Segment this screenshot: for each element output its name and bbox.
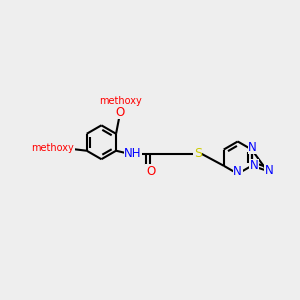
Text: methoxy: methoxy xyxy=(99,96,142,106)
Text: N: N xyxy=(250,159,258,172)
Text: NH: NH xyxy=(124,147,142,160)
Text: N: N xyxy=(248,141,257,154)
Text: O: O xyxy=(115,106,124,119)
Text: S: S xyxy=(194,147,202,160)
Text: methoxy: methoxy xyxy=(32,143,74,153)
Text: O: O xyxy=(146,165,155,178)
Text: N: N xyxy=(265,164,274,177)
Text: N: N xyxy=(233,165,242,178)
Text: O: O xyxy=(61,142,70,155)
